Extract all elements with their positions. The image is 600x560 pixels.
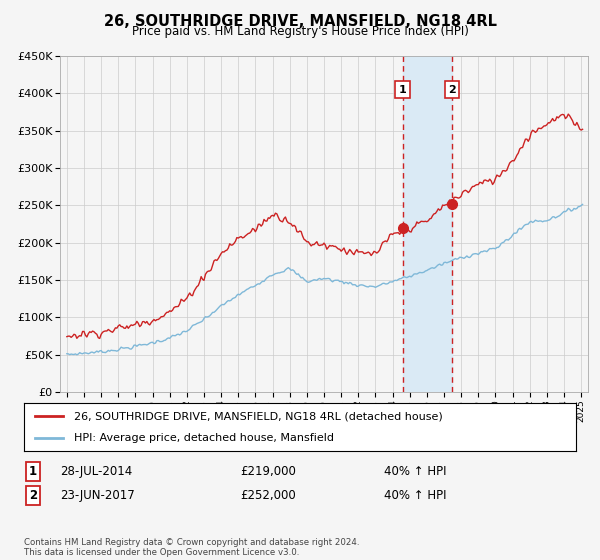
Text: £219,000: £219,000 (240, 465, 296, 478)
Text: 40% ↑ HPI: 40% ↑ HPI (384, 465, 446, 478)
Text: HPI: Average price, detached house, Mansfield: HPI: Average price, detached house, Mans… (74, 433, 334, 443)
Text: 2: 2 (29, 489, 37, 502)
Text: Contains HM Land Registry data © Crown copyright and database right 2024.
This d: Contains HM Land Registry data © Crown c… (24, 538, 359, 557)
Text: 23-JUN-2017: 23-JUN-2017 (60, 489, 135, 502)
Text: 1: 1 (398, 85, 406, 95)
Text: £252,000: £252,000 (240, 489, 296, 502)
Text: Price paid vs. HM Land Registry's House Price Index (HPI): Price paid vs. HM Land Registry's House … (131, 25, 469, 38)
Bar (403, 56, 452, 392)
Text: 40% ↑ HPI: 40% ↑ HPI (384, 489, 446, 502)
Text: 2: 2 (448, 85, 456, 95)
Text: 26, SOUTHRIDGE DRIVE, MANSFIELD, NG18 4RL: 26, SOUTHRIDGE DRIVE, MANSFIELD, NG18 4R… (104, 14, 497, 29)
Text: 1: 1 (29, 465, 37, 478)
Text: 26, SOUTHRIDGE DRIVE, MANSFIELD, NG18 4RL (detached house): 26, SOUTHRIDGE DRIVE, MANSFIELD, NG18 4R… (74, 411, 442, 421)
Text: 28-JUL-2014: 28-JUL-2014 (60, 465, 132, 478)
